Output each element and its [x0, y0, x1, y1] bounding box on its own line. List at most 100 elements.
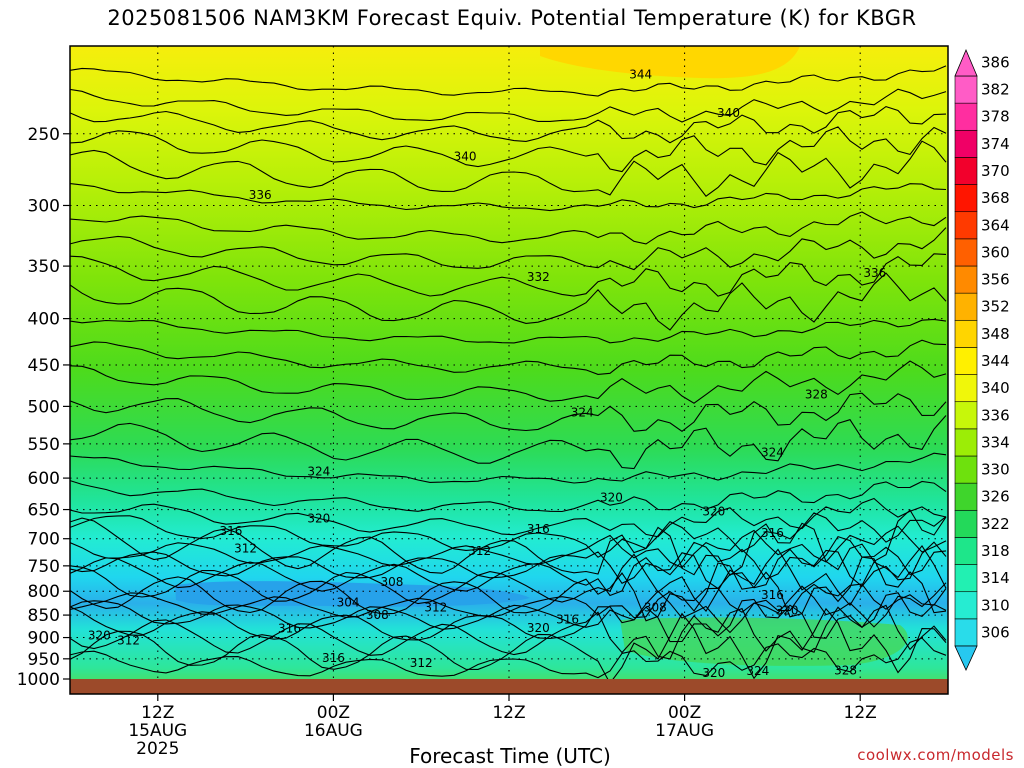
y-tick-label: 850: [28, 606, 60, 626]
contour-label: 320: [88, 628, 111, 642]
x-axis-label: Forecast Time (UTC): [409, 744, 611, 768]
cold-pool-area: [175, 581, 530, 607]
colorbar-label: 378: [981, 108, 1010, 126]
y-tick-label: 750: [28, 557, 60, 577]
contour-label: 328: [805, 387, 828, 401]
contour-line: [70, 556, 947, 622]
contour-label: 312: [117, 634, 140, 648]
contour-label: 316: [322, 651, 345, 665]
colorbar-segment: [954, 184, 978, 213]
contour-line: [70, 480, 947, 513]
colorbar-label: 310: [981, 596, 1010, 614]
plot-area: [70, 46, 948, 694]
contour-label: 328: [834, 664, 857, 678]
contour-label: 312: [468, 544, 491, 558]
colorbar-label: 386: [981, 53, 1010, 71]
contour-line: [70, 582, 947, 634]
colorbar-top-arrow: [954, 48, 978, 77]
colorbar-label: 364: [981, 216, 1010, 234]
contour-label: 304: [337, 595, 360, 609]
contour-label: 308: [380, 575, 403, 589]
colorbar-label: 368: [981, 189, 1010, 207]
colorbar-segment: [954, 455, 978, 484]
y-tick-label: 450: [28, 356, 60, 376]
colorbar-segment: [954, 129, 978, 158]
ground-surface: [70, 679, 948, 694]
contour-label: 316: [278, 622, 301, 636]
contour-line: [70, 541, 947, 597]
contour-line: [70, 272, 947, 331]
y-tick-label: 650: [28, 501, 60, 521]
contour-label: 320: [600, 490, 623, 504]
colorbar-label: 314: [981, 569, 1010, 587]
contour-label: 308: [366, 608, 389, 622]
colorbar-label: 326: [981, 488, 1010, 506]
colorbar-label: 348: [981, 325, 1010, 343]
y-tick-label: 550: [28, 435, 60, 455]
y-tick-label: 800: [28, 582, 60, 602]
colorbar-segment: [954, 75, 978, 104]
colorbar-label: 334: [981, 433, 1010, 451]
contour-label: 320: [702, 666, 725, 680]
colorbar-segment: [954, 238, 978, 267]
colorbar-segment: [954, 509, 978, 538]
colorbar-segment: [954, 292, 978, 321]
contour-label: 324: [761, 445, 784, 459]
contour-label: 312: [410, 656, 433, 670]
contour-label: 324: [307, 464, 330, 478]
colorbar-label: 360: [981, 243, 1010, 261]
colorbar-label: 352: [981, 298, 1010, 316]
colorbar-segment: [954, 374, 978, 403]
x-tick-label: 12Z: [492, 703, 525, 723]
colorbar-segment: [954, 211, 978, 240]
contour-label: 320: [776, 603, 799, 617]
contour-line: [70, 360, 947, 404]
chart-title: 2025081506 NAM3KM Forecast Equiv. Potent…: [107, 6, 917, 30]
contour-line: [70, 392, 947, 432]
contour-line: [70, 637, 947, 679]
x-tick-label: 15AUG: [128, 721, 187, 741]
contour-line: [70, 183, 947, 212]
colorbar-label: 322: [981, 515, 1010, 533]
colorbar-segment: [954, 564, 978, 593]
colorbar-label: 306: [981, 623, 1010, 641]
colorbar-segment: [954, 102, 978, 131]
contour-label: 340: [717, 106, 740, 120]
y-tick-label: 500: [28, 397, 60, 417]
colorbar-label: 330: [981, 461, 1010, 479]
warm-upper-area: [540, 46, 800, 79]
y-tick-label: 600: [28, 469, 60, 489]
contour-line: [70, 318, 947, 344]
contour-label: 332: [527, 270, 550, 284]
x-tick-label: 00Z: [317, 703, 350, 723]
y-tick-label: 350: [28, 257, 60, 277]
colorbar-label: 370: [981, 162, 1010, 180]
contour-line: [70, 126, 947, 173]
contour-line: [70, 211, 947, 245]
contour-label: 316: [220, 524, 243, 538]
contour-line: [70, 544, 947, 613]
contour-label: 316: [761, 526, 784, 540]
contour-line: [70, 105, 947, 144]
colorbar-segment: [954, 157, 978, 185]
colorbar-label: 382: [981, 81, 1010, 99]
colorbar-segment: [954, 428, 978, 457]
contour-line: [70, 88, 947, 123]
colorbar-segment: [954, 401, 978, 430]
y-tick-label: 950: [28, 650, 60, 670]
contour-label: 336: [249, 188, 272, 202]
y-tick-label: 900: [28, 629, 60, 649]
contour-label: 320: [702, 504, 725, 518]
contour-line: [70, 452, 947, 484]
contour-line: [70, 509, 947, 576]
x-tick-label: 00Z: [668, 703, 701, 723]
contour-line: [70, 607, 947, 685]
contour-label: 324: [571, 406, 594, 420]
colorbar-label: 340: [981, 379, 1010, 397]
contour-label: 316: [556, 613, 579, 627]
x-tick-label: 2025: [136, 739, 179, 759]
contour-line: [70, 140, 947, 197]
contour-line: [70, 339, 947, 375]
contour-line: [70, 604, 947, 660]
